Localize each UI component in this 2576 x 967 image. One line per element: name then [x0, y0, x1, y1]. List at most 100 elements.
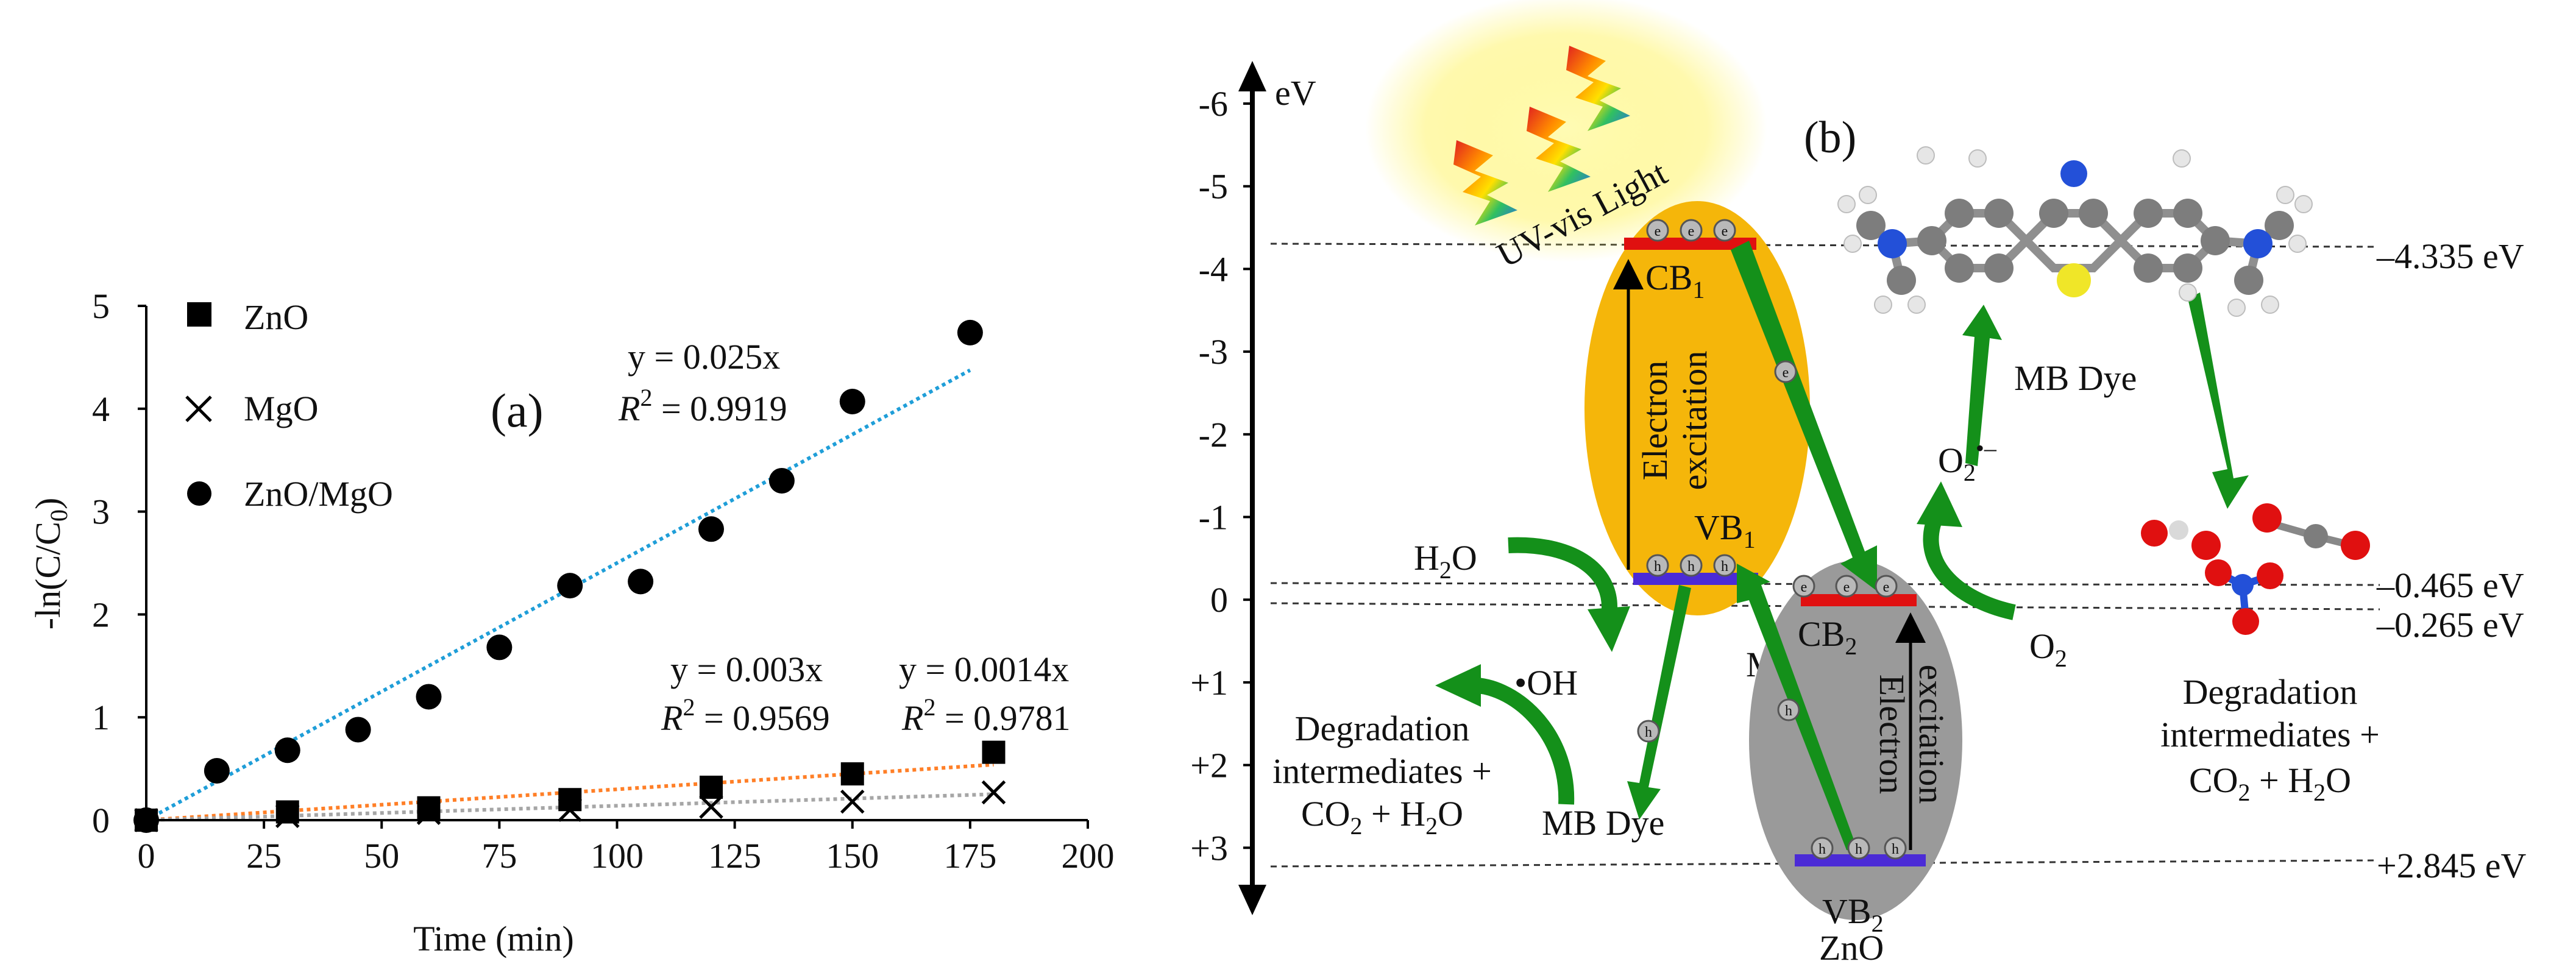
svg-text:e: e [1783, 365, 1789, 381]
data-point-zno-mgo [698, 516, 724, 542]
svg-text:e: e [1722, 224, 1728, 239]
dye-degradation-arrow [2188, 292, 2249, 509]
electron-transfer-arrow [1731, 241, 1877, 591]
light-bolt-icon [1527, 107, 1591, 192]
zno-cb-label: CB2 [1798, 614, 1857, 660]
svg-text:e: e [1843, 579, 1850, 595]
svg-text:h: h [1687, 559, 1695, 575]
level-line-cb1 [1270, 243, 2377, 248]
chart-a-panel-label: (a) [491, 384, 544, 437]
y-tick-label: 4 [92, 389, 110, 429]
energy-axis-unit: eV [1275, 73, 1316, 113]
data-point-mgo [558, 798, 583, 822]
data-point-zno [840, 762, 864, 786]
data-point-zno-mgo [345, 717, 371, 743]
light-bolt-icon [1566, 46, 1630, 131]
data-point-zno-mgo [957, 319, 983, 345]
light-bolt-icon [1453, 140, 1517, 225]
data-point-zno-mgo [628, 569, 654, 595]
svg-text:CO2 + H2O: CO2 + H2O [1301, 794, 1463, 840]
hydroxyl-degradation-arrow [1468, 677, 1575, 805]
hole-icon: h [1777, 698, 1800, 721]
mb-dye-bottom-label: MB Dye [1542, 803, 1664, 843]
chart-a-x-label: Time (min) [413, 919, 574, 958]
degradation-left-label: Degradation intermediates + CO2 + H2O [1272, 709, 1492, 840]
data-point-zno-mgo [274, 737, 300, 763]
zno-fit-equation: y = 0.003x [670, 650, 823, 689]
data-point-zno-mgo [768, 467, 795, 494]
zno-excitation-label-2: excitation [1912, 665, 1951, 804]
energy-tick-label: -4 [1199, 249, 1228, 289]
zno-excitation-label-1: Electron [1872, 675, 1912, 794]
svg-text:Degradation: Degradation [2183, 672, 2358, 712]
hole-icon: h [1637, 720, 1660, 743]
data-point-mgo [699, 795, 723, 819]
svg-text:h: h [1892, 841, 1899, 857]
hydroxyl-radical-label: •OH [1514, 663, 1578, 703]
data-point-mgo [981, 780, 1006, 805]
data-point-zno-mgo [486, 634, 513, 661]
x-tick-label: 0 [138, 836, 155, 876]
energy-tick-label: -2 [1199, 415, 1228, 455]
legend-zno-label: ZnO [244, 297, 308, 337]
svg-text:e: e [1883, 579, 1890, 595]
level-line-vb1 [1270, 582, 2380, 586]
data-point-mgo [275, 804, 300, 829]
svg-text:h: h [1785, 703, 1792, 719]
hydroxyl-degradation-arrow-head [1435, 664, 1481, 707]
y-tick-label: 1 [92, 698, 110, 737]
y-tick-label: 2 [92, 595, 110, 634]
legend-zno-mgo-marker [187, 481, 211, 506]
hole-icon: h [1811, 837, 1834, 860]
energy-tick-label: +2 [1190, 746, 1228, 785]
electron-icon: e [1680, 219, 1703, 242]
data-point-zno-mgo [204, 757, 230, 784]
panel-b-energy-diagram: -6 -5 -4 -3 -2 -1 0 +1 +2 +3 eV –4.335 eV –0.465 … [1190, 0, 2526, 967]
data-point-zno-mgo [557, 573, 583, 599]
svg-text:h: h [1855, 841, 1862, 857]
energy-axis-bottom-arrow [1238, 885, 1266, 915]
svg-text:e: e [1688, 224, 1695, 239]
hole-to-dye-arrow [1627, 585, 1691, 820]
degradation-products [2141, 503, 2370, 635]
level-label-vb1: –0.465 eV [2376, 565, 2524, 605]
y-tick-label: 5 [92, 286, 110, 326]
energy-axis-top-arrow [1238, 61, 1266, 91]
x-tick-label: 100 [591, 836, 644, 876]
x-tick-label: 175 [943, 836, 996, 876]
degradation-right-label: Degradation intermediates + CO2 + H2O [2160, 672, 2380, 806]
legend-mgo-marker [185, 395, 212, 422]
hole-icon: h [1884, 837, 1907, 860]
data-point-mgo [840, 789, 865, 814]
x-tick-label: 125 [708, 836, 761, 876]
chart-a-ticks: 0 25 50 75 100 125 150 175 200 0 1 2 3 4 5 [92, 286, 1115, 876]
energy-tick-label: -3 [1199, 332, 1228, 372]
water-oxidation-arrow-head [1588, 606, 1630, 652]
energy-tick-label: -1 [1199, 498, 1228, 537]
hole-icon: h [1646, 554, 1669, 577]
o2-reduction-arrow-head [1917, 481, 1962, 527]
electron-icon: e [1792, 575, 1815, 598]
mgo-cb-label: CB1 [1645, 258, 1705, 303]
x-tick-label: 200 [1062, 836, 1115, 876]
superoxide-label: O2•– [1938, 434, 1997, 486]
svg-text:CO2 + H2O: CO2 + H2O [2189, 760, 2351, 806]
mgo-fit-r2: R2 = 0.9781 [901, 693, 1071, 738]
data-point-zno [558, 788, 582, 812]
chart-a-y-label: -ln(C/C0) [28, 498, 73, 630]
svg-text:e: e [1801, 579, 1808, 595]
mb-dye-top-label: MB Dye [2014, 358, 2137, 398]
energy-axis-ticks: -6 -5 -4 -3 -2 -1 0 +1 +2 +3 [1190, 84, 1252, 868]
superoxide-to-dye-arrow [1962, 305, 2002, 466]
data-point-zno-mgo [416, 684, 442, 710]
svg-text:h: h [1818, 841, 1826, 857]
x-tick-label: 50 [364, 836, 399, 876]
svg-text:intermediates +: intermediates + [2160, 715, 2380, 754]
y-tick-label: 0 [92, 801, 110, 840]
energy-tick-label: +1 [1190, 663, 1228, 703]
chart-b-panel-label: (b) [1804, 113, 1856, 163]
data-point-zno [700, 775, 723, 799]
zno-name-label: ZnO [1819, 928, 1884, 964]
svg-text:Degradation: Degradation [1295, 709, 1470, 748]
